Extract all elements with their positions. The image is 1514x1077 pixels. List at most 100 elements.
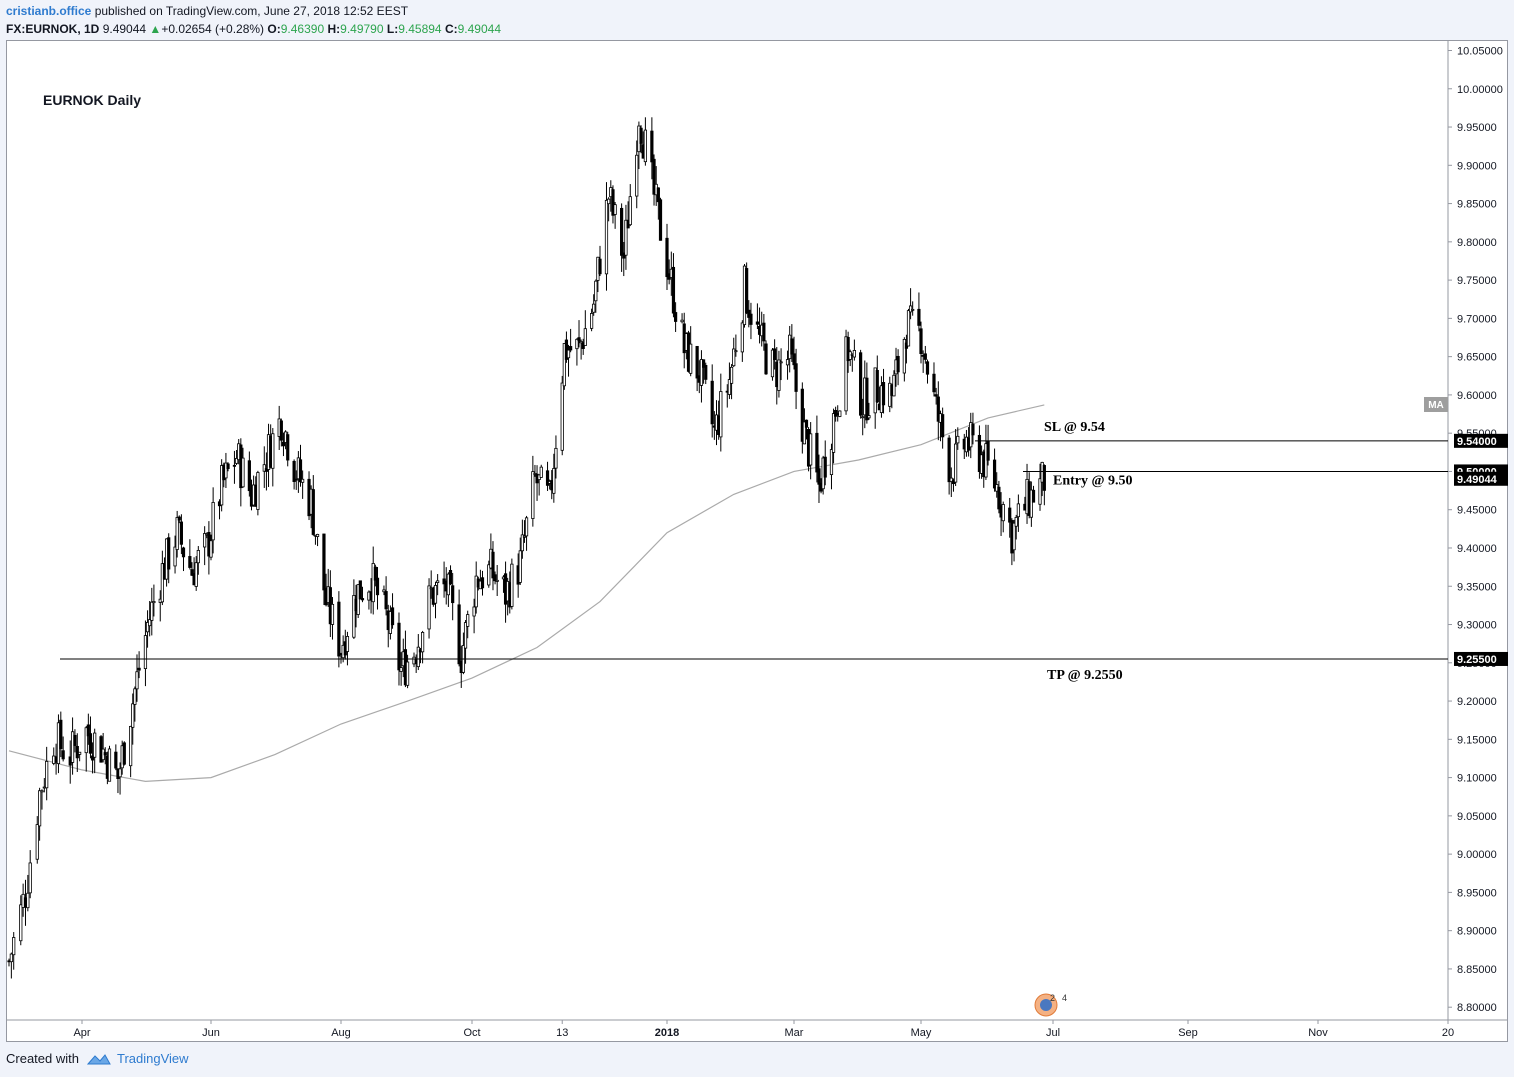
candle-body: [699, 359, 704, 386]
candle: [114, 744, 118, 771]
candle-body: [224, 462, 228, 479]
candle-body: [448, 569, 453, 585]
candle-body: [26, 892, 30, 909]
x-tick-label: 13: [556, 1027, 568, 1039]
candle-body: [78, 751, 82, 755]
candle: [800, 382, 804, 454]
moving-average-line: [8, 404, 1045, 783]
candle: [281, 432, 286, 457]
candle-body: [947, 437, 951, 483]
candle-body: [35, 824, 39, 860]
candle: [1029, 481, 1033, 527]
candle-body: [628, 196, 632, 226]
price-change: +0.02654 (+0.28%): [161, 22, 265, 36]
candle-body: [209, 540, 213, 558]
candle: [150, 587, 154, 636]
candle: [770, 348, 775, 381]
candle-body: [179, 521, 183, 545]
candle: [358, 580, 362, 600]
last-price-label: 9.49044: [1457, 474, 1498, 486]
author-link[interactable]: cristianb.office: [6, 4, 92, 18]
y-tick-label: 9.75000: [1457, 275, 1497, 287]
candle: [977, 425, 982, 479]
candle: [635, 140, 639, 209]
candle: [643, 117, 647, 166]
candle: [487, 560, 491, 588]
candle: [1031, 485, 1036, 503]
candle: [256, 470, 260, 516]
y-tick-label: 10.05000: [1457, 46, 1503, 58]
candle: [421, 630, 425, 664]
candle: [628, 184, 632, 227]
candle: [457, 589, 461, 667]
candle: [779, 348, 783, 381]
candle: [992, 448, 997, 492]
candle-body: [650, 130, 654, 163]
candle-body: [779, 361, 783, 364]
candle-body: [785, 359, 790, 366]
candle: [650, 117, 654, 180]
candle-body: [131, 703, 135, 728]
y-tick-label: 8.90000: [1457, 926, 1497, 938]
candle-body: [892, 374, 896, 397]
candle: [956, 427, 960, 450]
candle-body: [352, 595, 356, 638]
candle-body: [908, 305, 913, 313]
candle-body: [196, 550, 200, 564]
candle-body: [695, 345, 699, 379]
candle: [177, 515, 181, 524]
candle: [232, 450, 237, 484]
candle: [560, 375, 564, 456]
candle-body: [384, 591, 388, 610]
candle: [607, 197, 611, 222]
candle-body: [620, 207, 624, 256]
candle: [569, 328, 573, 353]
candle: [371, 546, 375, 615]
candle: [495, 564, 499, 597]
candle-body: [1031, 489, 1036, 503]
candle: [88, 716, 93, 759]
candle-body: [852, 350, 856, 358]
candle: [656, 187, 660, 220]
y-tick-label: 9.20000: [1457, 696, 1497, 708]
candle-body: [40, 790, 44, 793]
sl-price-label: 9.54000: [1457, 436, 1497, 448]
candle-body: [129, 725, 133, 767]
candle-body: [1012, 522, 1016, 551]
candle-body: [122, 742, 126, 765]
candle: [390, 593, 395, 629]
candle: [859, 349, 863, 419]
candle: [196, 546, 200, 575]
candle: [829, 443, 834, 490]
candle-body: [73, 734, 77, 746]
candle-body: [611, 189, 615, 216]
candle-body: [934, 394, 938, 397]
chart-frame[interactable]: [6, 40, 1508, 1042]
candle: [491, 541, 495, 591]
candle-body: [271, 433, 275, 469]
x-tick-label: Mar: [785, 1027, 804, 1039]
candle: [906, 308, 911, 347]
open-value: 9.46390: [280, 22, 325, 36]
candle: [337, 591, 341, 668]
candle-body: [809, 433, 813, 466]
candle-body: [680, 319, 684, 323]
candle: [639, 125, 643, 154]
candle-body: [997, 486, 1001, 510]
candle-body: [405, 661, 410, 686]
candle: [932, 362, 936, 397]
x-tick-label: Jun: [202, 1027, 220, 1039]
candle: [689, 326, 693, 377]
candle: [620, 203, 624, 272]
tradingview-link[interactable]: TradingView: [86, 1051, 189, 1066]
candle-body: [173, 546, 177, 567]
low-value: 9.45894: [398, 22, 442, 36]
candle-body: [262, 464, 266, 472]
candle-body: [145, 622, 150, 633]
up-arrow-icon: ▲: [149, 22, 162, 36]
candle: [1016, 494, 1020, 532]
candle: [665, 223, 669, 290]
candle: [804, 419, 809, 440]
y-tick-label: 9.95000: [1457, 122, 1497, 134]
